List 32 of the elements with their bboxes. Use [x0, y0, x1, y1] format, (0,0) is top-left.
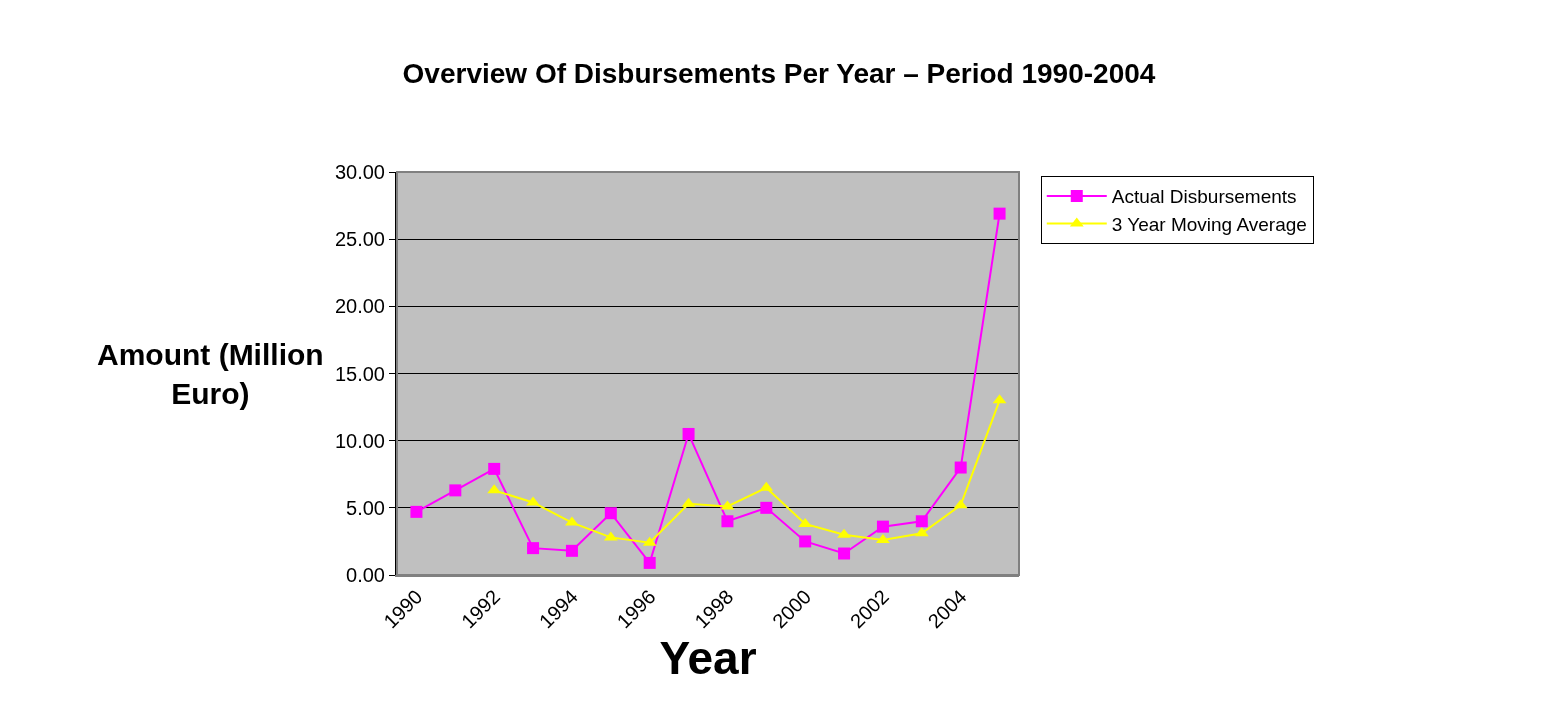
point	[760, 501, 773, 514]
point	[643, 556, 656, 569]
y-tick-label: 15.00	[334, 362, 385, 385]
y-tick-label: 5.00	[346, 496, 385, 519]
x-axis-title: Year	[659, 632, 757, 685]
point	[565, 516, 579, 526]
point	[799, 535, 812, 548]
point	[410, 505, 423, 518]
point	[721, 515, 734, 528]
legend-label: 3 Year Moving Average	[1111, 213, 1307, 235]
point	[449, 484, 462, 497]
y-tick-label: 0.00	[346, 564, 385, 586]
point	[488, 462, 501, 475]
point	[604, 507, 617, 520]
point	[526, 496, 540, 506]
point	[993, 207, 1006, 220]
point	[527, 542, 540, 555]
y-tick-label: 30.00	[334, 161, 385, 183]
point	[876, 520, 889, 533]
point	[838, 547, 851, 560]
y-tick-label: 20.00	[334, 295, 385, 318]
point	[876, 534, 890, 544]
y-axis-title: Amount (Million Euro)	[97, 338, 324, 410]
legend-label: Actual Disbursements	[1111, 186, 1297, 208]
y-tick-label: 10.00	[334, 429, 385, 452]
point	[954, 461, 967, 474]
point	[682, 427, 695, 440]
chart-title: Overview Of Disbursements Per Year – Period 1990-2004	[402, 57, 1156, 89]
point	[915, 515, 928, 528]
y-tick-label: 25.00	[334, 228, 385, 251]
point	[565, 544, 578, 557]
point	[837, 528, 851, 538]
